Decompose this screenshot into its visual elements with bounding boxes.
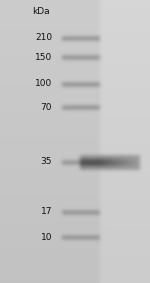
Text: 35: 35: [40, 158, 52, 166]
Text: 70: 70: [40, 102, 52, 112]
Text: 210: 210: [35, 33, 52, 42]
Text: 17: 17: [40, 207, 52, 216]
Text: kDa: kDa: [32, 8, 50, 16]
Text: 100: 100: [35, 80, 52, 89]
Text: 150: 150: [35, 53, 52, 61]
Text: 10: 10: [40, 233, 52, 241]
